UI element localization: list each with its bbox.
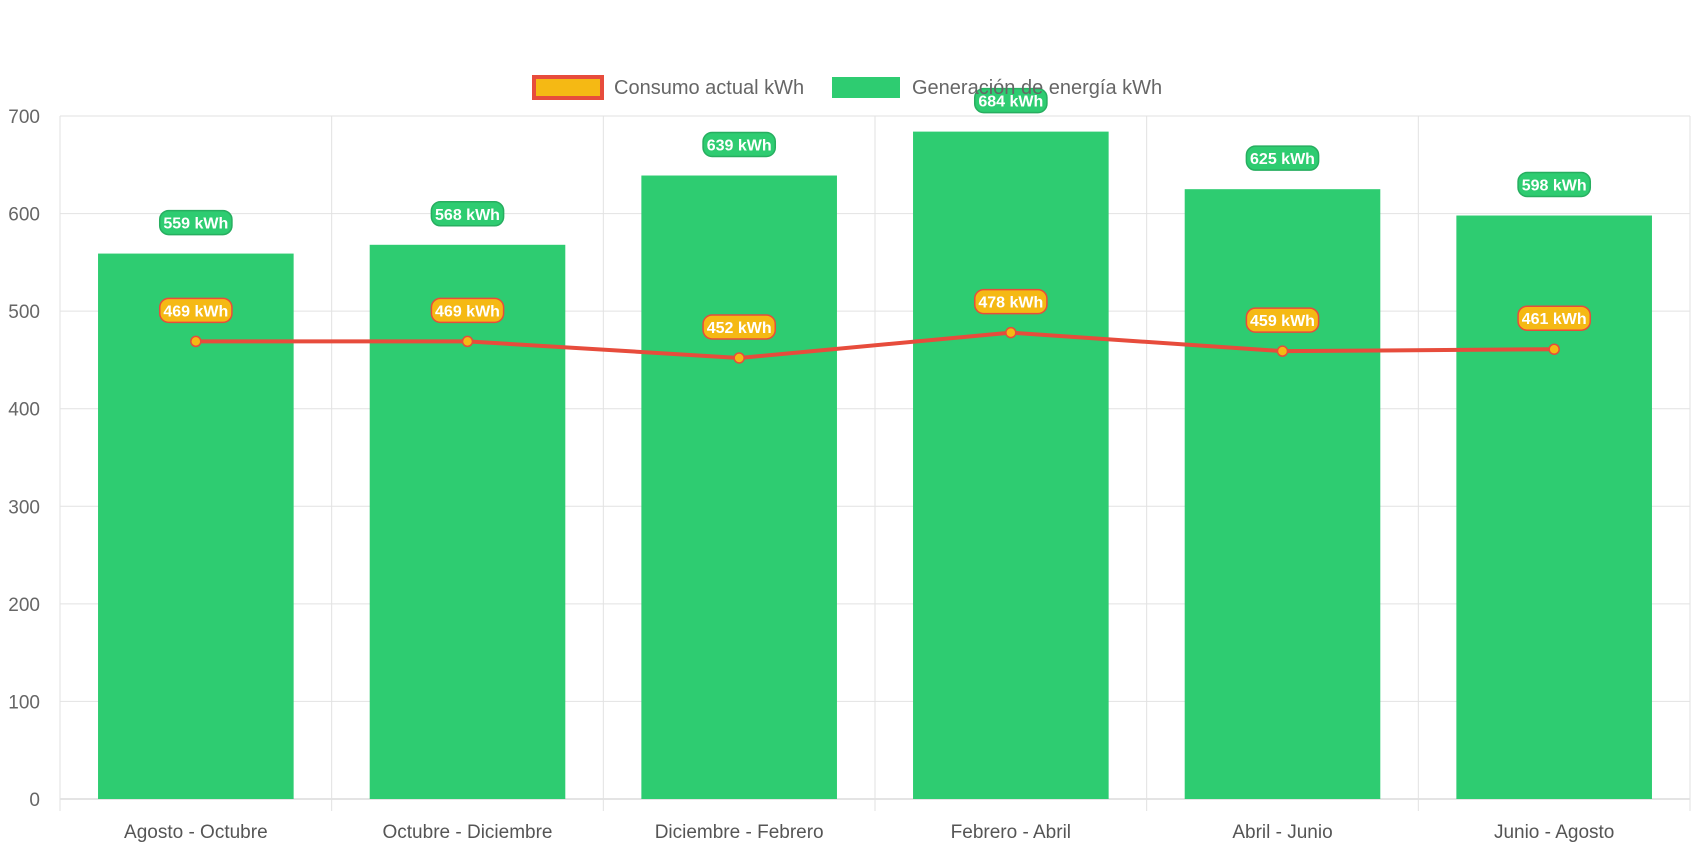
x-tick-label: Febrero - Abril (951, 822, 1071, 843)
legend-item-generacion[interactable]: Generación de energía kWh (832, 77, 1162, 99)
svg-text:639 kWh: 639 kWh (707, 138, 772, 155)
line-point-consumo[interactable] (461, 335, 474, 348)
data-label-layer: 559 kWh 568 kWh 639 kWh 684 kWh 625 kWh 598 k… (158, 87, 1592, 340)
bar-data-label: 598 kWh (1517, 171, 1592, 198)
legend-label: Consumo actual kWh (614, 77, 804, 99)
axis-layer: 0 100 200 300 400 500 600 700 Agosto - Octubre Oc… (8, 107, 1614, 843)
grid-layer (59, 115, 1691, 811)
svg-text:478 kWh: 478 kWh (978, 295, 1043, 312)
bar-generacion[interactable] (641, 175, 837, 800)
line-data-label: 469 kWh (158, 297, 233, 324)
y-tick-label: 100 (8, 692, 40, 713)
svg-text:469 kWh: 469 kWh (163, 303, 228, 320)
x-tick-label: Octubre - Diciembre (383, 822, 553, 843)
y-tick-label: 200 (8, 595, 40, 616)
bar-generacion[interactable] (98, 253, 294, 800)
line-data-label: 461 kWh (1517, 305, 1592, 331)
line-layer (190, 326, 1560, 364)
bar-data-label: 684 kWh (973, 87, 1048, 114)
bar-generacion[interactable] (1456, 215, 1652, 800)
svg-text:684 kWh: 684 kWh (978, 94, 1043, 111)
bar-data-label: 639 kWh (702, 131, 777, 158)
svg-text:469 kWh: 469 kWh (435, 303, 500, 320)
legend-swatch (532, 75, 604, 100)
bar-generacion[interactable] (913, 131, 1109, 799)
bar-generacion[interactable] (1184, 189, 1381, 799)
x-tick-label: Agosto - Octubre (124, 822, 268, 843)
legend-label: Generación de energía kWh (912, 77, 1162, 99)
legend-item-consumo[interactable]: Consumo actual kWh (532, 75, 804, 100)
svg-text:598 kWh: 598 kWh (1522, 178, 1587, 195)
legend-swatch (832, 77, 900, 98)
line-data-label: 478 kWh (973, 288, 1048, 315)
svg-text:625 kWh: 625 kWh (1250, 151, 1315, 168)
bar-layer (98, 131, 1652, 800)
y-tick-label: 600 (8, 205, 40, 226)
line-point-consumo[interactable] (190, 335, 202, 348)
line-data-label: 452 kWh (702, 314, 777, 340)
svg-text:559 kWh: 559 kWh (163, 216, 228, 233)
bar-data-label: 559 kWh (158, 209, 233, 236)
svg-text:452 kWh: 452 kWh (707, 320, 772, 337)
x-tick-label: Abril - Junio (1232, 822, 1332, 843)
bar-generacion[interactable] (369, 244, 566, 799)
y-tick-label: 400 (8, 400, 40, 421)
legend[interactable]: Consumo actual kWh Generación de energía … (532, 75, 1162, 100)
y-tick-label: 0 (29, 790, 40, 811)
y-tick-label: 700 (8, 107, 40, 128)
svg-text:568 kWh: 568 kWh (435, 207, 500, 224)
svg-text:459 kWh: 459 kWh (1250, 313, 1315, 330)
x-tick-label: Diciembre - Febrero (655, 822, 824, 843)
line-point-consumo[interactable] (1276, 345, 1289, 357)
svg-text:461 kWh: 461 kWh (1522, 311, 1587, 328)
line-consumo (195, 330, 1555, 360)
line-point-consumo[interactable] (1005, 326, 1017, 339)
bar-data-label: 568 kWh (430, 201, 505, 227)
y-tick-label: 300 (8, 497, 40, 518)
line-point-consumo[interactable] (733, 352, 745, 364)
line-data-label: 459 kWh (1245, 307, 1320, 333)
line-data-label: 469 kWh (430, 297, 505, 324)
x-tick-label: Junio - Agosto (1494, 822, 1614, 843)
line-point-consumo[interactable] (1548, 343, 1560, 355)
y-tick-label: 500 (8, 302, 40, 323)
bar-data-label: 625 kWh (1245, 145, 1320, 171)
